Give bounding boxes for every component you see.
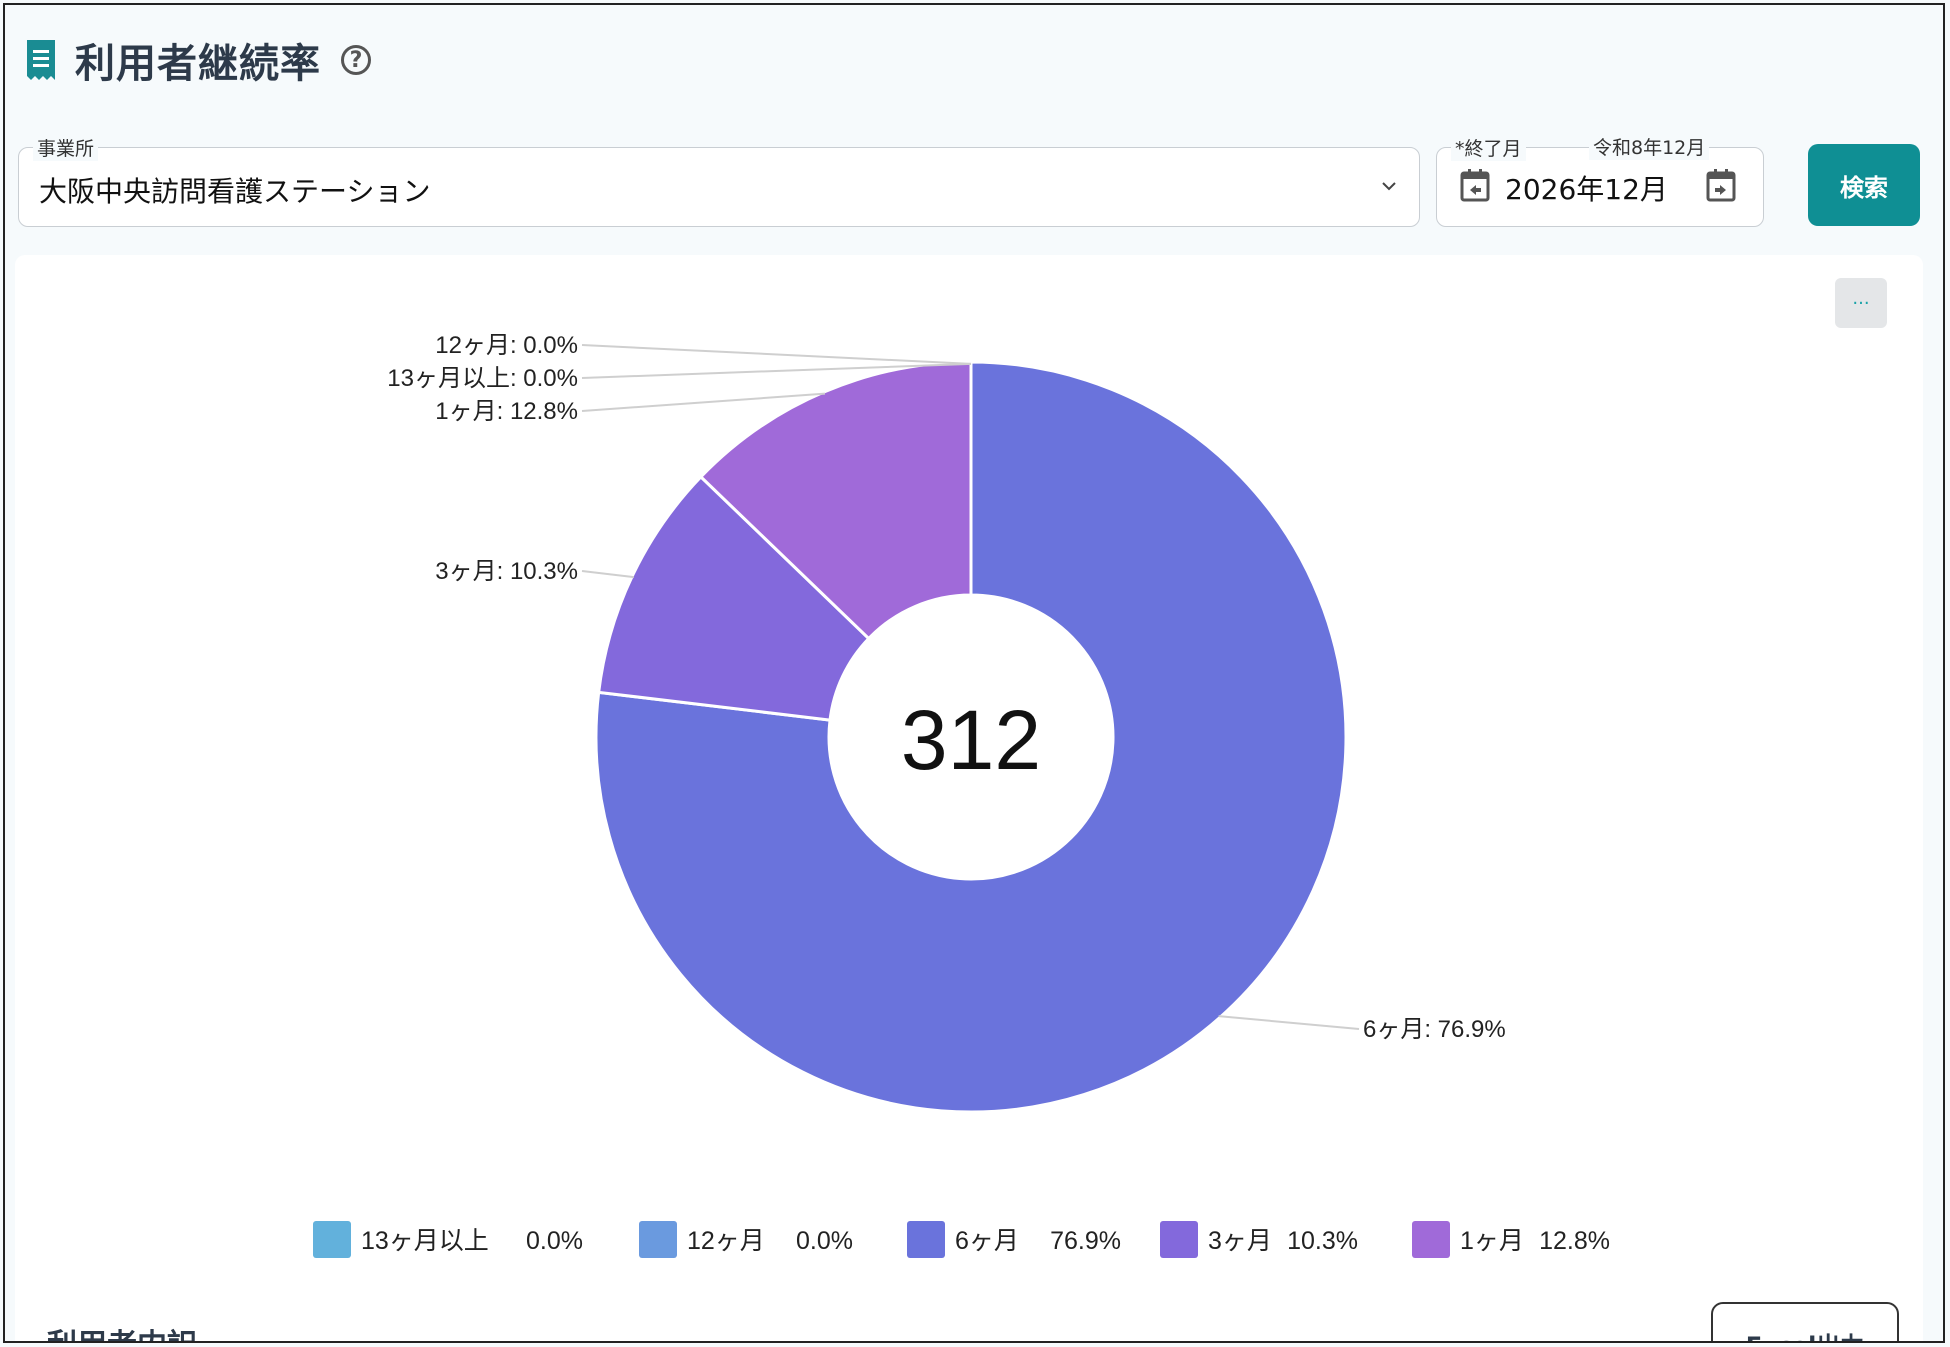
excel-export-button[interactable]: Excel出力: [1711, 1302, 1899, 1341]
section-title: 利用者内訳: [47, 1320, 197, 1341]
donut-center-total: 312: [901, 693, 1041, 787]
pie-slice[interactable]: [594, 360, 1348, 1114]
document-icon: [27, 40, 55, 80]
calendar-next-icon[interactable]: [1705, 168, 1737, 202]
legend-value: 10.3%: [1287, 1227, 1358, 1255]
office-label: 事業所: [33, 134, 99, 161]
era-label: 令和8年12月: [1589, 133, 1710, 160]
label-leader-line: [1218, 1015, 1360, 1030]
label-leader-line: [581, 344, 972, 365]
slice-data-label: 1ヶ月: 12.8%: [435, 398, 578, 425]
question-circle-icon[interactable]: ?: [341, 45, 371, 75]
search-button[interactable]: 検索: [1808, 144, 1920, 226]
end-month-value: 2026年12月: [1505, 173, 1668, 206]
calendar-prev-icon[interactable]: [1459, 168, 1491, 202]
end-month-picker[interactable]: *終了月 2026年12月: [1436, 134, 1764, 227]
page-header: 利用者継続率 ?: [25, 31, 371, 89]
label-leader-line: [581, 392, 826, 412]
slice-data-label: 12ヶ月: 0.0%: [435, 332, 578, 359]
legend-swatch[interactable]: [1160, 1221, 1198, 1258]
legend-value: 0.0%: [796, 1227, 853, 1255]
legend-value: 0.0%: [526, 1227, 583, 1255]
more-options-button[interactable]: ···: [1835, 278, 1887, 328]
legend-swatch[interactable]: [907, 1221, 945, 1258]
office-value: 大阪中央訪問看護ステーション: [39, 175, 431, 208]
legend-swatch[interactable]: [639, 1221, 677, 1258]
legend-label[interactable]: 3ヶ月: [1208, 1227, 1272, 1255]
slice-data-label: 13ヶ月以上: 0.0%: [387, 365, 578, 392]
slice-data-label: 3ヶ月: 10.3%: [435, 558, 578, 585]
page-title: 利用者継続率: [75, 41, 321, 87]
label-leader-line: [581, 570, 635, 579]
office-select[interactable]: 事業所 大阪中央訪問看護ステーション: [18, 134, 1420, 227]
legend-label[interactable]: 6ヶ月: [955, 1227, 1019, 1255]
end-month-label: *終了月: [1451, 134, 1526, 161]
legend-label[interactable]: 12ヶ月: [687, 1227, 765, 1255]
continuation-donut-chart: 312 6ヶ月: 76.9% 3ヶ月: 10.3% 1ヶ月: 12.8% 13ヶ月以上:…: [313, 332, 1610, 1258]
legend-value: 76.9%: [1050, 1227, 1121, 1255]
app-frame: 利用者継続率 ? 事業所 大阪中央訪問看護ステーション *終了月 2026年12…: [3, 3, 1945, 1343]
legend-swatch[interactable]: [1412, 1221, 1450, 1258]
pie-slice[interactable]: [597, 474, 871, 722]
legend-value: 12.8%: [1539, 1227, 1610, 1255]
label-leader-line: [581, 362, 972, 379]
legend-swatch[interactable]: [313, 1221, 351, 1258]
chevron-down-icon: [1382, 182, 1396, 191]
legend-label[interactable]: 1ヶ月: [1460, 1227, 1524, 1255]
slice-data-label: 6ヶ月: 76.9%: [1363, 1016, 1506, 1043]
legend-label[interactable]: 13ヶ月以上: [361, 1227, 489, 1255]
